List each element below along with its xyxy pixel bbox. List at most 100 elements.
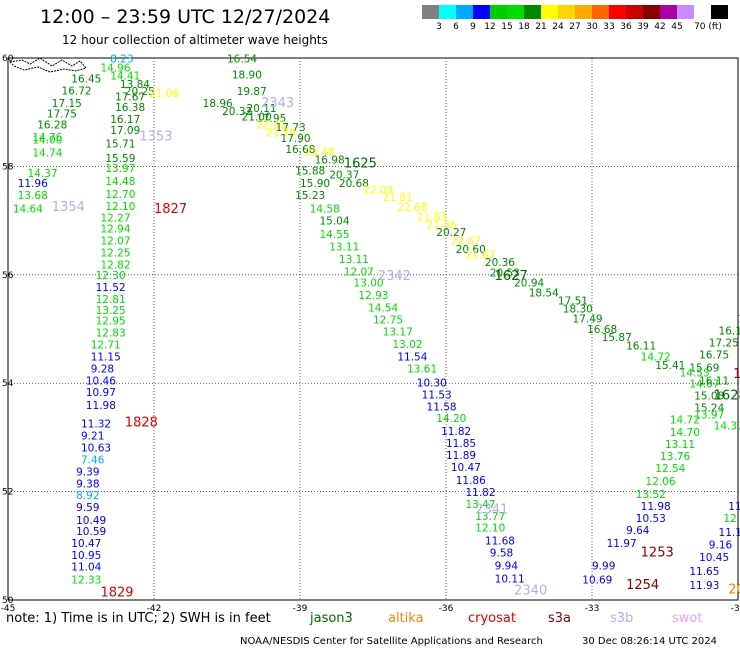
wave-height-value: 11.04 <box>71 562 101 574</box>
wave-height-value: 14.70 <box>670 427 700 439</box>
wave-height-value: 11.89 <box>446 450 476 462</box>
wave-height-value: 13.77 <box>475 511 505 523</box>
wave-height-value: 9.28 <box>91 363 114 375</box>
wave-height-value: 12.64 <box>723 513 740 525</box>
latitude-tick-label: 54 <box>2 379 14 389</box>
pass-number-label: 1354 <box>52 200 85 215</box>
colorbar-swatch <box>694 5 711 19</box>
wave-height-value: 17.90 <box>281 133 311 145</box>
wave-height-value: 13.97 <box>694 409 724 421</box>
colorbar-swatch <box>558 5 575 19</box>
wave-height-value: 13.97 <box>105 163 135 175</box>
wave-height-value: 21.36 <box>427 220 457 232</box>
wave-height-value: 12.70 <box>105 189 135 201</box>
wave-height-value: 20.60 <box>456 244 486 256</box>
footnote: note: 1) Time is in UTC; 2) SWH is in fe… <box>6 611 271 626</box>
wave-height-value: 10.97 <box>86 387 116 399</box>
colorbar-swatch <box>575 5 592 19</box>
mission-legend: jason3 altika cryosat s3a s3b swot <box>309 611 702 626</box>
wave-height-value: 18.30 <box>563 304 593 316</box>
colorbar-tick: 24 <box>552 22 564 32</box>
wave-height-value: 10.69 <box>582 575 612 587</box>
pass-number-label: 2343 <box>261 96 294 111</box>
wave-height-value: 18.96 <box>203 98 233 110</box>
wave-height-value: 11.82 <box>441 426 471 438</box>
wave-height-value: 8.23 <box>110 53 133 65</box>
wave-height-value: 20.11 <box>246 103 276 115</box>
colorbar-tick: 21 <box>535 22 547 32</box>
wave-height-value: 21.83 <box>417 212 447 224</box>
wave-height-value: 16.68 <box>587 324 617 336</box>
latitude-tick-label: 52 <box>2 488 13 498</box>
wave-height-value: 10.49 <box>76 515 106 527</box>
map-subtitle: 12 hour collection of altimeter wave hei… <box>62 33 328 47</box>
wave-height-value: 12.10 <box>475 523 505 535</box>
wave-height-value: 10.63 <box>81 442 111 454</box>
wave-height-value: 9.38 <box>76 478 99 490</box>
colorbar-tick: 12 <box>484 22 496 32</box>
wave-height-value: 12.25 <box>100 247 130 259</box>
latitude-tick-label: 60 <box>2 54 14 64</box>
wave-height-value: 17.67 <box>115 91 145 103</box>
wave-height-value: 20.25 <box>125 86 155 98</box>
wave-height-value: 14.53 <box>680 368 710 380</box>
wave-height-value: 7.46 <box>81 454 105 466</box>
mission-s3a: s3a <box>548 611 571 626</box>
wave-height-value: 13.17 <box>383 327 413 339</box>
colorbar-swatch <box>524 5 541 19</box>
wave-height-value: 10.45 <box>699 552 729 564</box>
wave-height-value: 17.75 <box>47 109 77 121</box>
pass-number-label: 1627 <box>495 269 528 284</box>
wave-height-value: 10.47 <box>451 462 481 474</box>
wave-height-value: 12.27 <box>100 213 130 225</box>
wave-height-value: 12.07 <box>344 266 374 278</box>
wave-height-value: 11.85 <box>446 438 476 450</box>
wave-height-value: 9.39 <box>76 466 99 478</box>
wave-height-value: 17.25 <box>709 337 739 349</box>
colorbar-swatch <box>660 5 677 19</box>
wave-height-value: 20.68 <box>339 178 369 190</box>
wave-height-value: 15.69 <box>689 362 719 374</box>
colorbar-swatch <box>422 5 439 19</box>
wave-height-value: 12.07 <box>100 235 130 247</box>
wave-height-value: 18.54 <box>529 287 559 299</box>
mission-jason3: jason3 <box>309 611 353 626</box>
colorbar-swatch <box>711 5 728 19</box>
wave-height-value: 9.21 <box>81 431 104 443</box>
wave-height-value: 21.00 <box>242 111 272 123</box>
colorbar-swatch <box>609 5 626 19</box>
credit-line: NOAA/NESDIS Center for Satellite Applica… <box>240 636 543 647</box>
wave-height-value: 12.93 <box>358 290 388 302</box>
wave-height-value: 16.11 <box>699 375 729 387</box>
longitude-tick-label: -45 <box>1 604 16 614</box>
wave-height-value: 14.00 <box>32 135 62 147</box>
colorbar-tick: 45 <box>671 22 683 32</box>
colorbar-swatch <box>677 5 694 19</box>
wave-height-value: 22.67 <box>451 235 481 247</box>
colorbar-tick: 15 <box>501 22 513 32</box>
wave-height-value: 21.67 <box>465 250 495 262</box>
wave-height-value: 15.71 <box>105 138 135 150</box>
wave-height-value: 20.36 <box>485 257 515 269</box>
colorbar-tick: 18 <box>518 22 530 32</box>
wave-height-value: 11.58 <box>427 401 457 413</box>
wave-height-value: 11.16 <box>719 527 740 539</box>
wave-height-value: 8.92 <box>76 490 99 502</box>
wave-height-value: 13.11 <box>339 254 369 266</box>
mission-altika: altika <box>388 611 424 626</box>
pass-number-label: 1254 <box>626 578 659 593</box>
pass-number-label: 125 <box>733 367 740 382</box>
wave-height-value: 12.81 <box>96 294 126 306</box>
colorbar-unit: 70 (ft) <box>694 22 722 32</box>
wave-height-value: 16.98 <box>315 155 345 167</box>
pass-number-label: 1829 <box>100 586 133 601</box>
longitude-tick-label: -33 <box>585 604 600 614</box>
pass-number-label: 1828 <box>125 416 158 431</box>
colorbar-swatch <box>507 5 524 19</box>
latitude-tick-label: 50 <box>2 596 14 606</box>
wave-height-value: 15.90 <box>300 178 330 190</box>
wave-height-value: 22.68 <box>397 202 427 214</box>
wave-height-value: 21.06 <box>149 88 179 100</box>
wave-height-value: 17.09 <box>110 125 140 137</box>
wave-height-value: 19.87 <box>237 86 267 98</box>
